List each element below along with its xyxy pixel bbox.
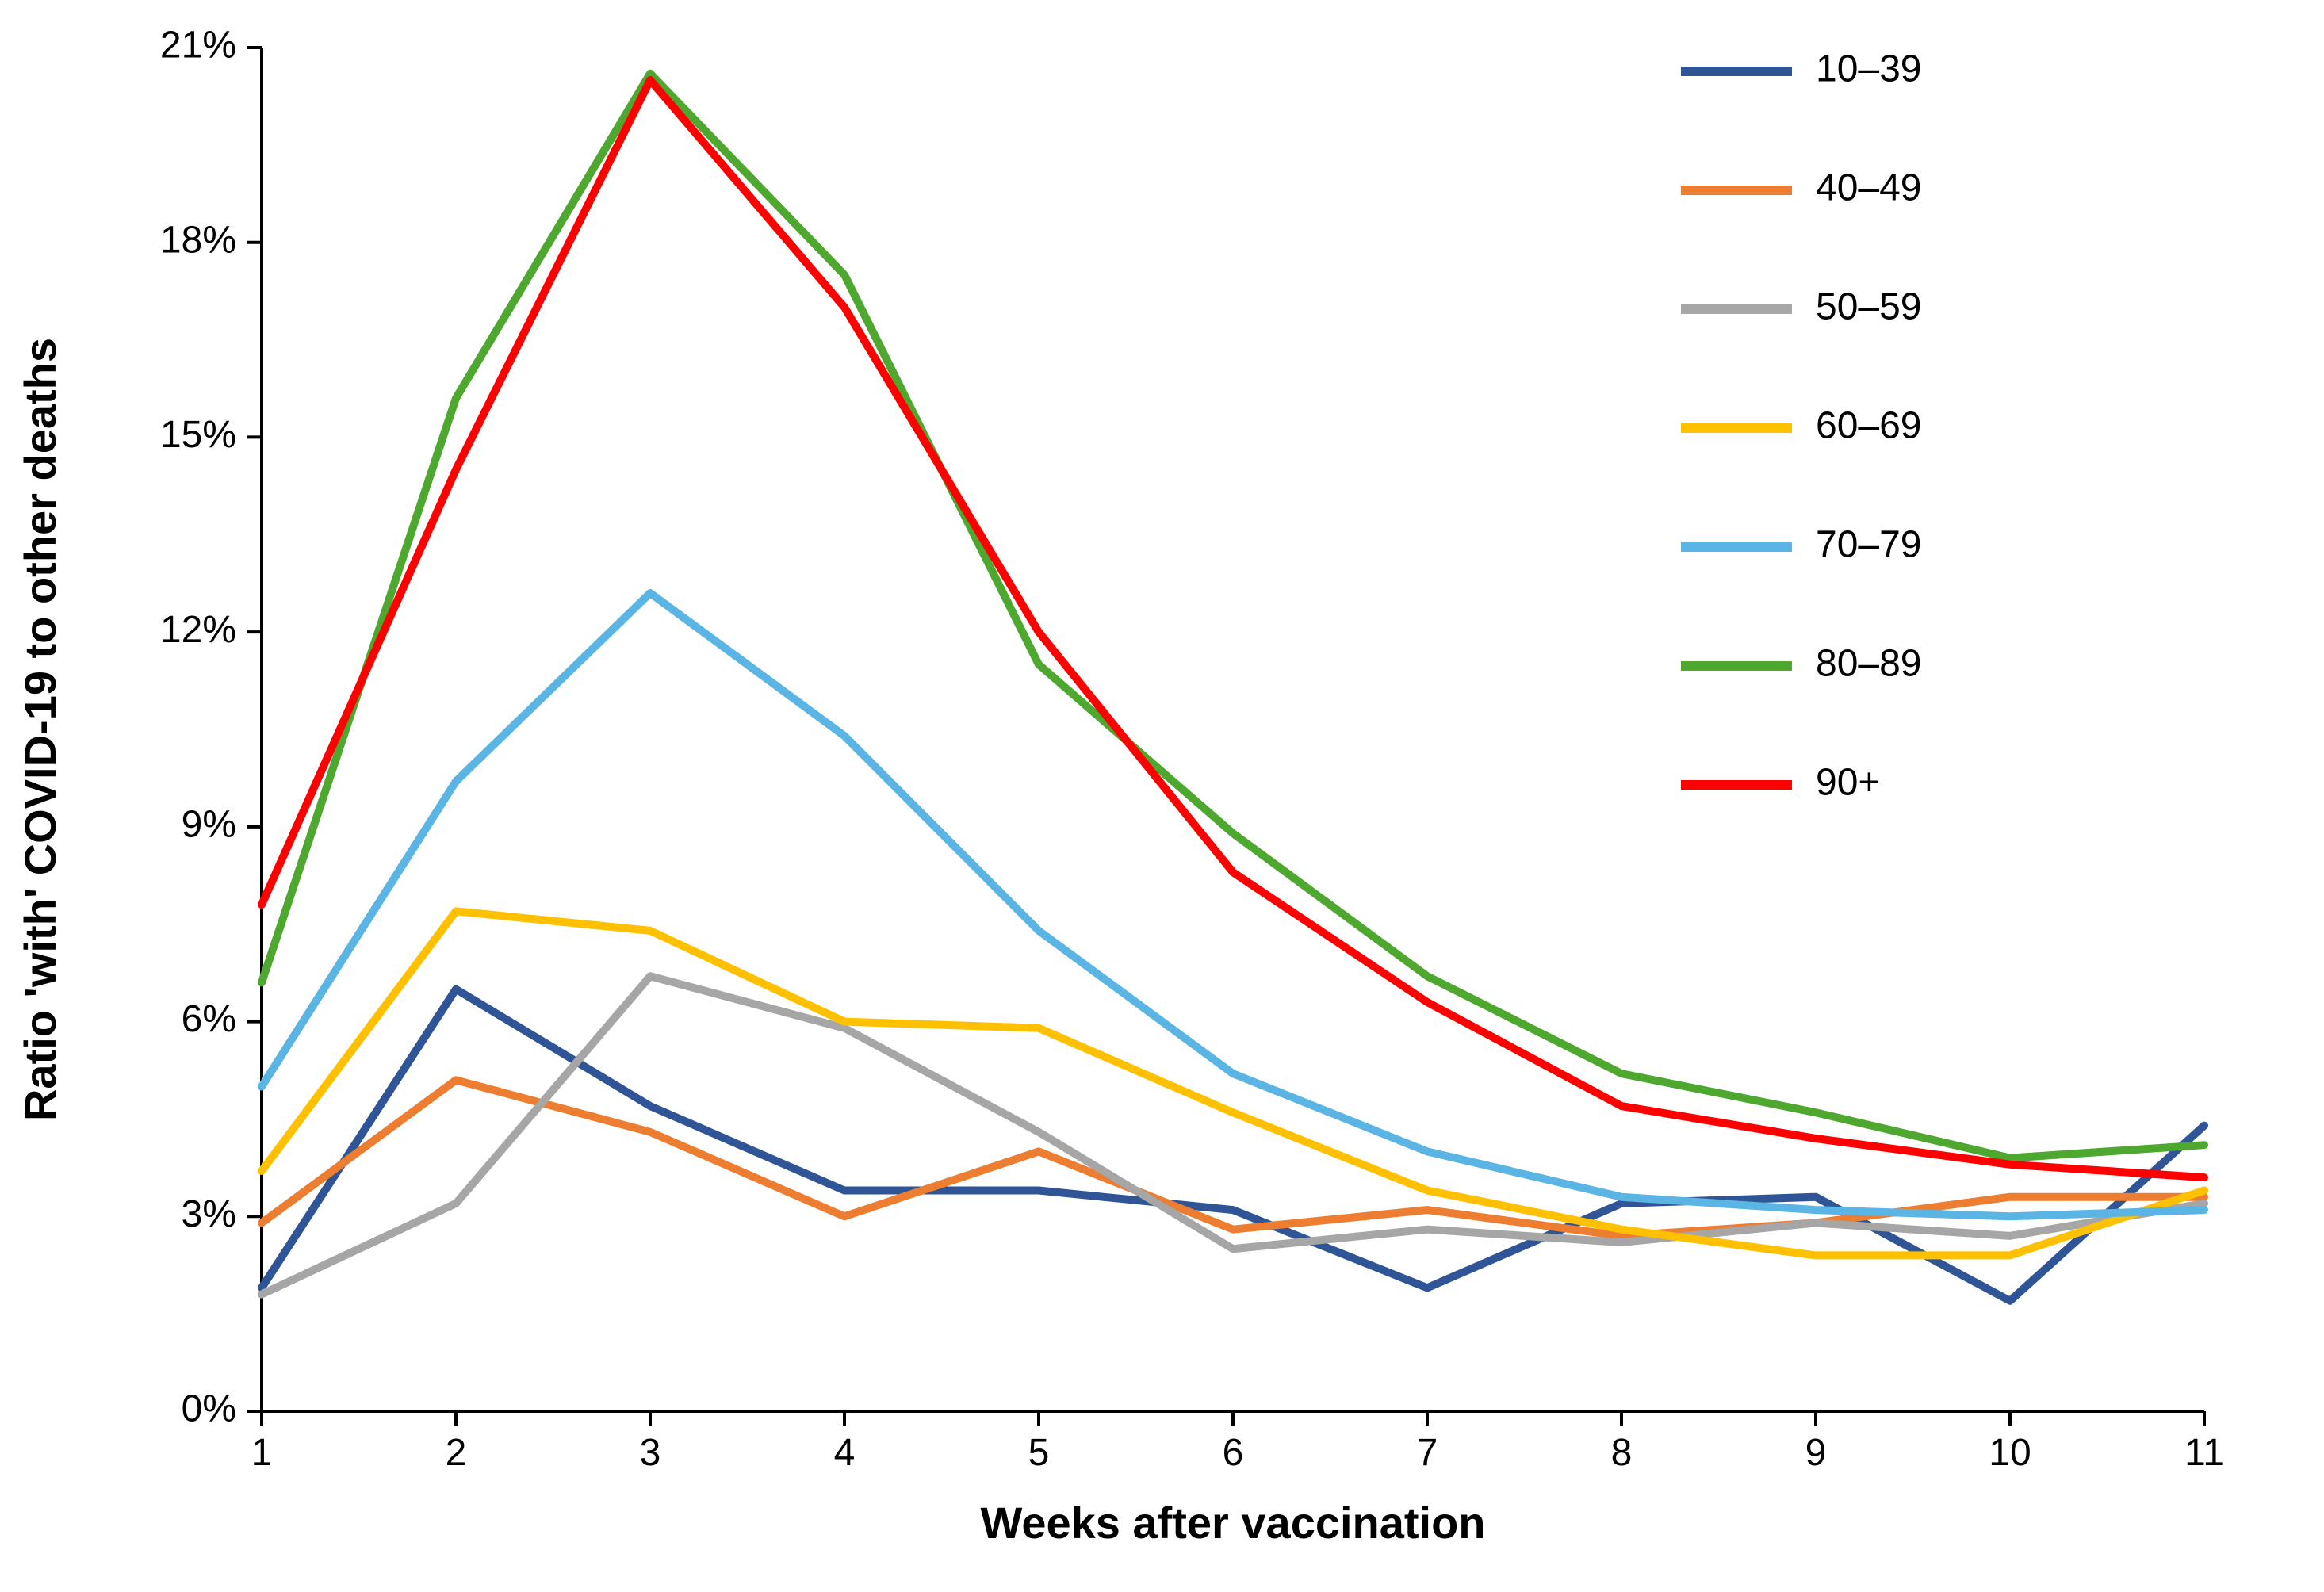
y-tick-label: 3% bbox=[182, 1193, 236, 1235]
y-axis-label: Ratio 'with' COVID-19 to other deaths bbox=[15, 338, 65, 1121]
legend-label: 40–49 bbox=[1816, 167, 1921, 209]
x-tick-label: 7 bbox=[1417, 1432, 1438, 1474]
y-tick-label: 21% bbox=[160, 25, 236, 67]
chart-bg bbox=[0, 0, 2324, 1592]
x-tick-label: 5 bbox=[1028, 1432, 1050, 1474]
legend-label: 70–79 bbox=[1816, 524, 1921, 566]
legend-label: 10–39 bbox=[1816, 48, 1921, 90]
x-tick-label: 10 bbox=[1989, 1432, 2031, 1474]
x-tick-label: 3 bbox=[640, 1432, 661, 1474]
x-tick-label: 1 bbox=[251, 1432, 273, 1474]
x-tick-label: 2 bbox=[446, 1432, 467, 1474]
x-tick-label: 9 bbox=[1805, 1432, 1827, 1474]
legend-label: 80–89 bbox=[1816, 643, 1921, 685]
x-tick-label: 8 bbox=[1611, 1432, 1633, 1474]
x-axis-label: Weeks after vaccination bbox=[980, 1498, 1485, 1548]
y-tick-label: 0% bbox=[182, 1388, 236, 1430]
x-tick-label: 6 bbox=[1223, 1432, 1244, 1474]
y-tick-label: 9% bbox=[182, 804, 236, 846]
x-tick-label: 11 bbox=[2184, 1432, 2224, 1474]
chart-container: 0% 3% 6% 9% 12% 15% 18% 21% 1 2 3 4 5 6 7 8 9 10 11 10–39 40… bbox=[0, 0, 2324, 1592]
y-tick-label: 6% bbox=[182, 998, 236, 1040]
y-tick-label: 12% bbox=[160, 609, 236, 651]
line-chart: 0% 3% 6% 9% 12% 15% 18% 21% 1 2 3 4 5 6 7 8 9 10 11 10–39 40… bbox=[0, 0, 2324, 1592]
y-tick-label: 18% bbox=[160, 219, 236, 261]
y-tick-label: 15% bbox=[160, 414, 236, 456]
legend-label: 90+ bbox=[1816, 762, 1880, 804]
legend-label: 50–59 bbox=[1816, 286, 1921, 328]
x-tick-label: 4 bbox=[834, 1432, 856, 1474]
legend-label: 60–69 bbox=[1816, 405, 1921, 447]
